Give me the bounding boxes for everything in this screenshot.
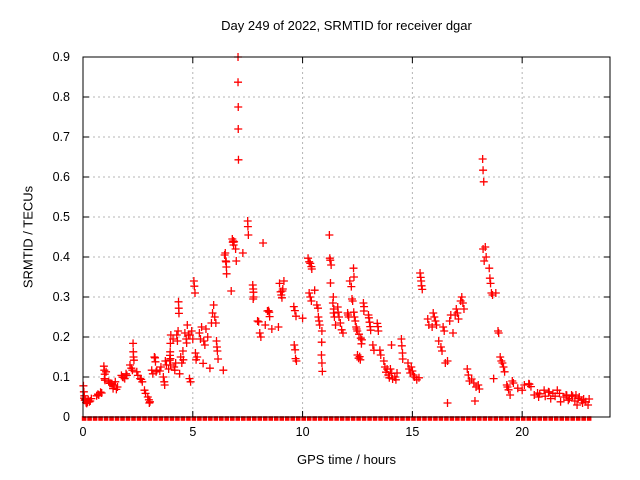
- y-tick-label: 0.3: [53, 290, 70, 304]
- x-tick-label: 5: [189, 425, 196, 439]
- y-tick-label: 0.8: [53, 90, 70, 104]
- x-tick-label: 20: [515, 425, 529, 439]
- gridlines: [83, 57, 610, 417]
- plot-border: [82, 56, 611, 418]
- y-tick-label: 0.4: [53, 250, 70, 264]
- y-tick-label: 0.2: [53, 330, 70, 344]
- x-tick-label: 15: [405, 425, 419, 439]
- y-tick-label: 0.6: [53, 170, 70, 184]
- y-tick-label: 0.7: [53, 130, 70, 144]
- y-tick-label: 0.9: [53, 50, 70, 64]
- x-axis-label: GPS time / hours: [297, 452, 396, 467]
- scatter-points: [79, 53, 594, 409]
- y-tick-label: 0.5: [53, 210, 70, 224]
- axis-ticks: [82, 56, 610, 418]
- x-tick-label: 10: [296, 425, 310, 439]
- x-tick-label: 0: [80, 425, 87, 439]
- zero-baseline: [81, 416, 592, 421]
- y-tick-label: 0.1: [53, 370, 70, 384]
- y-tick-label: 0: [63, 410, 70, 424]
- chart-title: Day 249 of 2022, SRMTID for receiver dga…: [221, 18, 472, 33]
- tick-labels: 0 0.1 0.2 0.3 0.4 0.5 0.6 0.7 0.8 0.9 0 5 10 15 20: [53, 50, 530, 439]
